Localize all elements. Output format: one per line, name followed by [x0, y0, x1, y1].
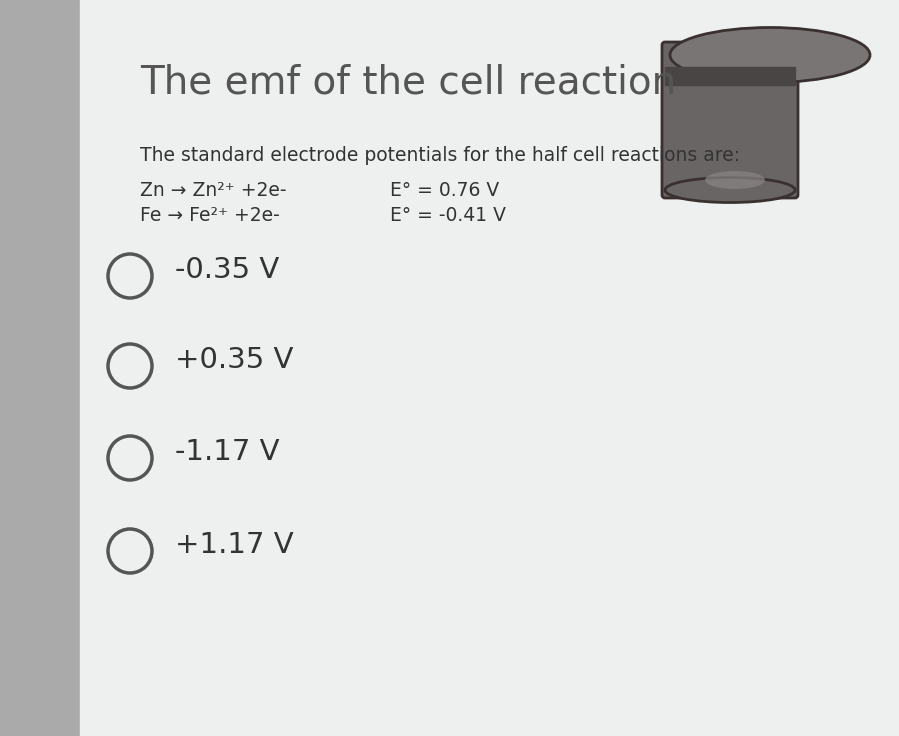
Text: +1.17 V: +1.17 V: [175, 531, 294, 559]
Text: The standard electrode potentials for the half cell reactions are:: The standard electrode potentials for th…: [140, 146, 740, 165]
Text: +0.35 V: +0.35 V: [175, 346, 293, 374]
Ellipse shape: [670, 27, 870, 82]
Text: -0.35 V: -0.35 V: [175, 256, 280, 284]
Ellipse shape: [665, 177, 795, 202]
Text: E° = 0.76 V: E° = 0.76 V: [390, 181, 499, 200]
Text: The emf of the cell reaction: The emf of the cell reaction: [140, 64, 676, 102]
Text: Fe → Fe²⁺ +2e-: Fe → Fe²⁺ +2e-: [140, 206, 280, 225]
Text: Zn → Zn²⁺ +2e-: Zn → Zn²⁺ +2e-: [140, 181, 287, 200]
Ellipse shape: [705, 171, 765, 189]
Bar: [0, 0, 80, 736]
Text: -1.17 V: -1.17 V: [175, 438, 280, 466]
Text: E° = -0.41 V: E° = -0.41 V: [390, 206, 506, 225]
FancyBboxPatch shape: [662, 42, 798, 198]
Bar: [665, 67, 795, 85]
